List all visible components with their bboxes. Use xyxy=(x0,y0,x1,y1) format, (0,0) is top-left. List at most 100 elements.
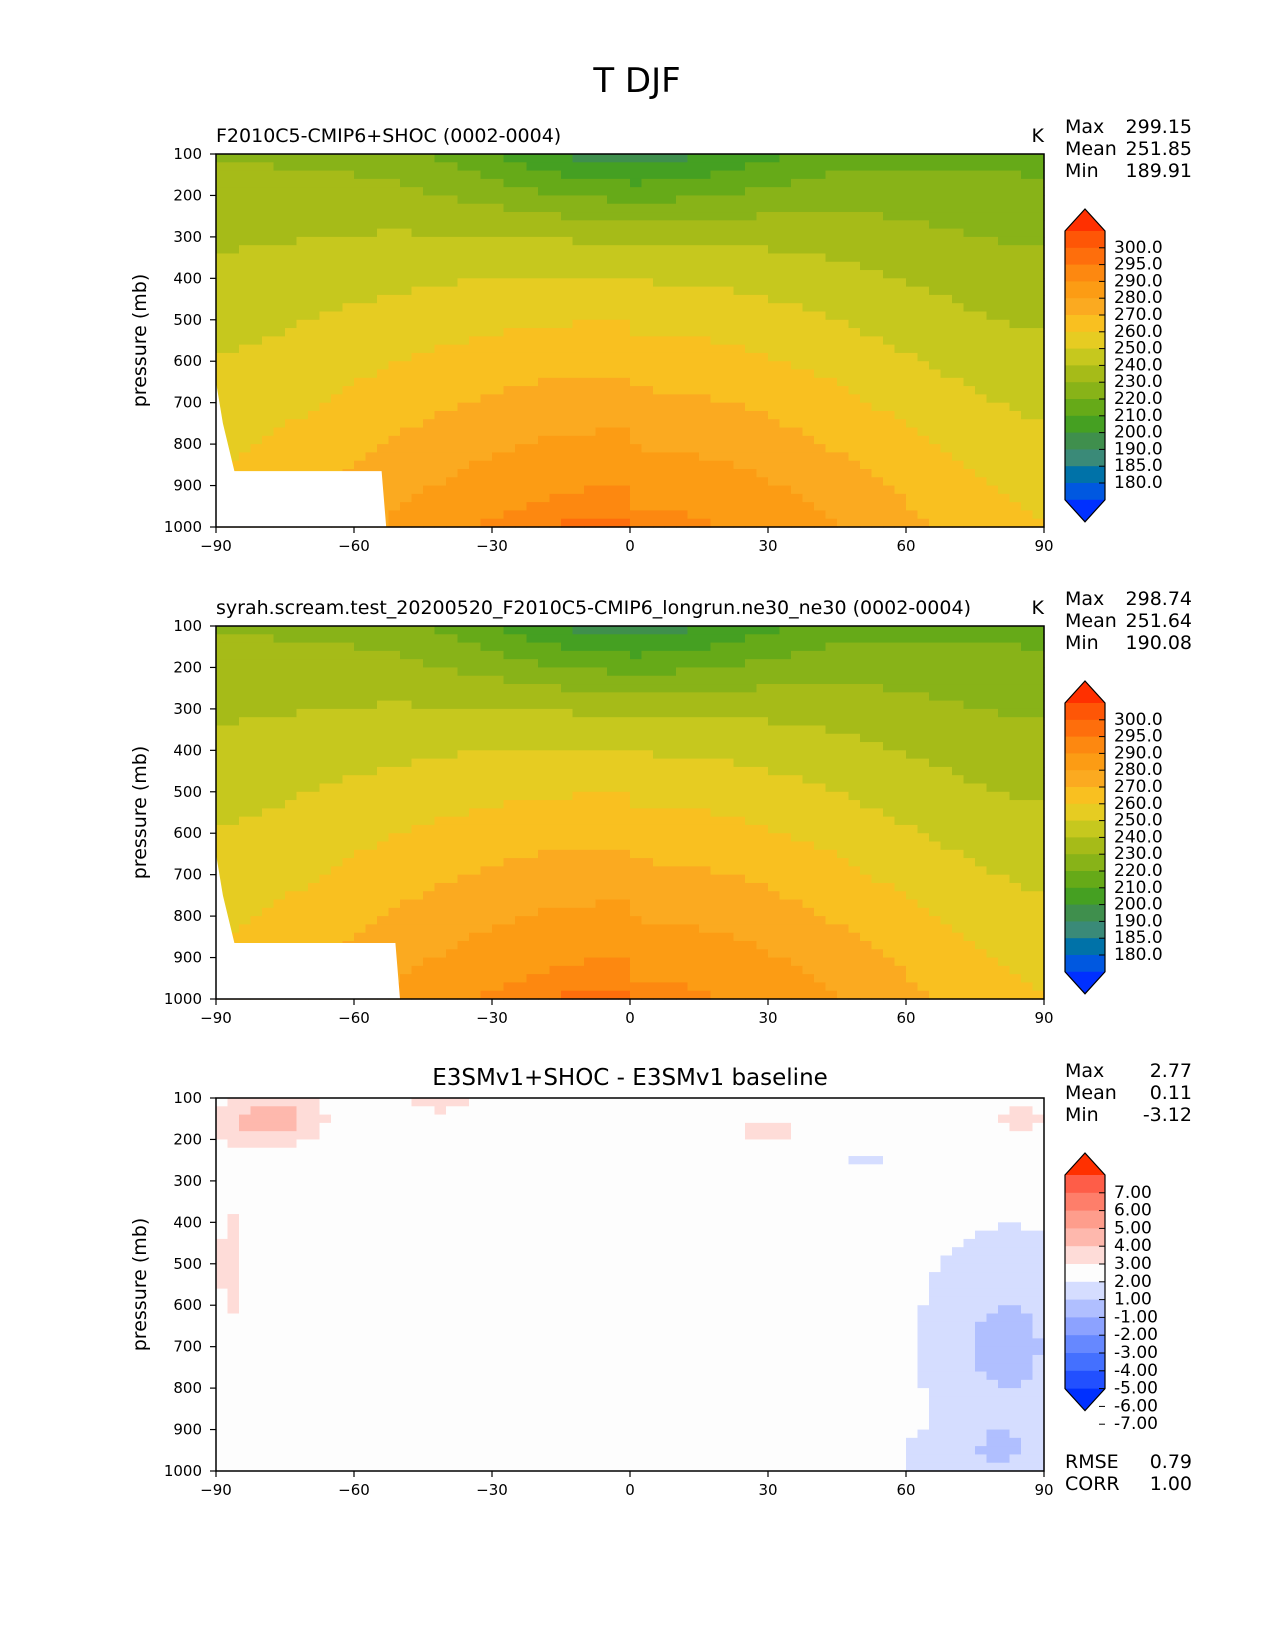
contour-cell xyxy=(515,502,528,512)
contour-cell xyxy=(216,692,229,702)
contour-cell xyxy=(331,766,344,776)
contour-cell xyxy=(963,154,976,163)
contour-cell xyxy=(388,510,401,520)
contour-cell xyxy=(595,319,608,329)
contour-cell xyxy=(423,336,436,346)
contour-cell xyxy=(756,419,769,429)
contour-cell xyxy=(526,245,539,255)
contour-cell xyxy=(618,808,631,818)
contour-cell xyxy=(952,419,965,429)
contour-cell xyxy=(354,220,367,230)
contour-cell xyxy=(549,311,562,321)
contour-cell xyxy=(480,742,493,751)
contour-cell xyxy=(365,212,378,221)
contour-cell xyxy=(549,783,562,793)
contour-cell xyxy=(457,278,470,288)
contour-cell xyxy=(480,502,493,512)
contour-cell xyxy=(365,452,378,462)
contour-cell xyxy=(986,278,999,288)
contour-cell xyxy=(434,477,447,487)
contour-cell xyxy=(561,899,574,909)
contour-cell xyxy=(837,344,850,354)
colorbar-swatch xyxy=(1065,331,1105,350)
contour-cell xyxy=(986,328,999,337)
contour-cell xyxy=(239,203,252,213)
contour-cell xyxy=(975,419,988,429)
contour-cell xyxy=(377,170,390,180)
contour-cell xyxy=(584,874,597,884)
contour-cell xyxy=(779,468,792,478)
contour-cell xyxy=(377,286,390,296)
contour-cell xyxy=(825,477,838,487)
contour-cell xyxy=(434,808,447,818)
contour-cell xyxy=(503,485,516,495)
contour-cell xyxy=(227,775,240,785)
contour-cell xyxy=(308,808,321,818)
contour-cell xyxy=(319,311,332,321)
contour-cell xyxy=(538,916,551,925)
contour-cell xyxy=(526,824,539,834)
contour-cell xyxy=(595,352,608,362)
contour-cell xyxy=(227,708,240,718)
contour-cell xyxy=(561,502,574,512)
contour-cell xyxy=(929,427,942,437)
contour-cell xyxy=(354,435,367,445)
contour-cell xyxy=(607,659,620,669)
contour-cell xyxy=(814,162,827,172)
contour-cell xyxy=(584,386,597,395)
contour-cell xyxy=(825,245,838,255)
contour-cell xyxy=(572,220,585,230)
contour-cell xyxy=(584,667,597,677)
contour-cell xyxy=(503,178,516,188)
contour-cell xyxy=(480,899,493,909)
contour-cell xyxy=(584,742,597,751)
contour-cell xyxy=(434,692,447,702)
contour-cell xyxy=(618,775,631,785)
contour-cell xyxy=(699,493,712,503)
contour-cell xyxy=(630,220,643,230)
contour-cell xyxy=(860,510,873,520)
contour-cell xyxy=(308,278,321,288)
contour-cell xyxy=(423,766,436,776)
contour-cell xyxy=(756,311,769,321)
contour-cell xyxy=(802,468,815,478)
contour-cell xyxy=(975,162,988,172)
colorbar-swatch xyxy=(1065,281,1105,299)
contour-cell xyxy=(584,882,597,892)
contour-cell xyxy=(791,477,804,487)
contour-cell xyxy=(860,452,873,462)
contour-cell xyxy=(952,253,965,263)
contour-cell xyxy=(400,775,413,785)
contour-cell xyxy=(515,684,528,693)
contour-cell xyxy=(480,286,493,296)
contour-cell xyxy=(365,162,378,172)
contour-cell xyxy=(492,270,505,279)
contour-cell xyxy=(250,849,263,859)
contour-cell xyxy=(411,808,424,818)
contour-cell xyxy=(526,311,539,321)
contour-cell xyxy=(423,692,436,702)
contour-cell xyxy=(860,220,873,230)
contour-cell xyxy=(411,742,424,751)
contour-cell xyxy=(411,220,424,230)
contour-cell xyxy=(250,319,263,329)
contour-cell xyxy=(434,858,447,867)
contour-cell xyxy=(584,949,597,959)
contour-cell xyxy=(894,303,907,313)
colorbar-swatch xyxy=(1065,298,1105,316)
contour-cell xyxy=(526,402,539,412)
contour-cell xyxy=(227,675,240,685)
contour-cell xyxy=(768,187,781,197)
contour-cell xyxy=(250,352,263,362)
contour-cell xyxy=(308,410,321,420)
contour-cell xyxy=(319,444,332,453)
contour-cell xyxy=(492,220,505,230)
contour-cell xyxy=(607,949,620,959)
contour-cell xyxy=(480,253,493,263)
contour-cell xyxy=(480,684,493,693)
contour-cell xyxy=(377,386,390,395)
contour-cell xyxy=(883,386,896,395)
contour-cell xyxy=(308,352,321,362)
contour-cell xyxy=(308,874,321,884)
contour-cell xyxy=(549,278,562,288)
